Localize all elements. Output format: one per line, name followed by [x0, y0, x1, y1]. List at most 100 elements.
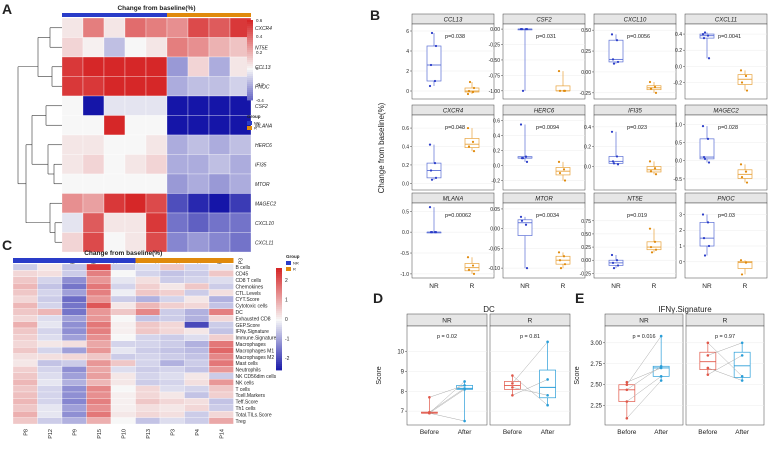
heatmap-a-cell — [208, 17, 231, 38]
heatmap-a-cell — [229, 193, 252, 214]
heatmap-a-scale-step — [247, 44, 253, 47]
heatmap-c-row-label: GEP.Score — [236, 323, 261, 329]
heatmap-c-cell — [135, 385, 161, 393]
heatmap-a-cell — [124, 37, 147, 58]
heatmap-c-scale-step — [276, 268, 282, 271]
data-point — [521, 157, 525, 160]
y-tick-label: 0.50 — [581, 232, 591, 238]
heatmap-a-group-bar — [209, 13, 230, 17]
after-point — [659, 366, 663, 370]
heatmap-c-cell — [86, 334, 112, 341]
p-value: p=0.0041 — [718, 34, 741, 40]
panel-label-b: B — [370, 7, 380, 23]
heatmap-c-cell — [12, 404, 38, 412]
heatmap-a-cell — [208, 154, 231, 175]
y-tick-label: 2 — [406, 69, 409, 75]
heatmap-c-cell — [12, 398, 38, 405]
heatmap-a-scale-step — [247, 78, 253, 81]
x-tick-label: NR — [429, 283, 439, 290]
data-point — [654, 248, 658, 251]
heatmap-c-legend-label: NR — [293, 261, 299, 266]
heatmap-a-cell — [103, 17, 126, 38]
heatmap-c-cell — [110, 347, 136, 354]
heatmap-a-cell — [145, 115, 168, 136]
heatmap-c-cell — [86, 391, 112, 399]
heatmap-c-scale-step — [276, 280, 282, 283]
heatmap-c-cell — [86, 283, 112, 290]
heatmap-c-row-label: Chemokines — [236, 284, 264, 290]
y-tick-label: 0.4 — [675, 32, 682, 38]
box-body — [539, 369, 556, 399]
x-tick-label: R — [743, 283, 748, 290]
heatmap-c-cell — [135, 276, 161, 284]
heatmap-c-cell — [110, 263, 136, 271]
data-point — [706, 137, 710, 140]
heatmap-c-cell — [159, 347, 185, 354]
heatmap-c-scale-step — [276, 312, 282, 316]
heatmap-a-cell — [61, 232, 84, 253]
data-point — [519, 215, 523, 218]
heatmap-a-cell — [145, 95, 168, 116]
data-point — [745, 181, 749, 184]
heatmap-a-cell — [229, 212, 252, 233]
heatmap-c-cell — [12, 391, 38, 399]
before-point — [706, 354, 710, 357]
heatmap-c-scale-step — [276, 337, 282, 340]
heatmap-c-cell — [159, 398, 185, 405]
facet-title: MAGEC2 — [713, 109, 739, 115]
heatmap-c-cell — [184, 302, 210, 309]
heatmap-c-cell — [208, 372, 234, 380]
heatmap-c-scale-step — [276, 351, 282, 355]
pair-line — [429, 385, 465, 398]
heatmap-c-col-label: P8 — [23, 429, 29, 436]
heatmap-c-cell — [208, 398, 234, 405]
heatmap-c-scale-step — [276, 367, 282, 371]
heatmap-a-scale-step — [247, 34, 253, 37]
heatmap-a-scale-tick: 0.2 — [256, 50, 263, 55]
panel-label-c: C — [2, 237, 12, 253]
p-value: p = 0.02 — [437, 334, 457, 340]
heatmap-c-cell — [135, 372, 161, 380]
before-point — [625, 388, 629, 392]
data-point — [649, 170, 653, 173]
facet-title: R — [723, 318, 728, 325]
data-point — [706, 34, 710, 37]
after-point — [463, 387, 466, 390]
heatmap-c-cell — [208, 302, 234, 309]
heatmap-c-cell — [12, 283, 38, 290]
heatmap-a-col-label: P3 — [239, 258, 245, 264]
heatmap-a-scale-step — [247, 36, 253, 39]
heatmap-a-cell — [229, 134, 252, 155]
heatmap-c-cell — [110, 340, 136, 348]
heatmap-c-cell — [135, 295, 161, 303]
data-point — [649, 87, 653, 90]
heatmap-a-cell — [124, 76, 147, 97]
heatmap-a-cell — [82, 193, 105, 214]
heatmap-c-cell — [61, 411, 87, 418]
data-point — [525, 27, 529, 31]
heatmap-c-cell — [86, 327, 112, 335]
heatmap-c-cell — [159, 295, 185, 303]
heatmap-c-cell — [86, 372, 112, 380]
heatmap-c-scale-step — [276, 302, 282, 306]
facet-panel — [684, 23, 768, 100]
heatmap-a-cell — [187, 56, 210, 77]
heatmap-c-row-label: Macrophages — [236, 342, 267, 348]
box-body — [555, 85, 571, 92]
heatmap-a-legend-swatch — [247, 121, 252, 125]
x-tick-label: NR — [611, 283, 621, 290]
heatmap-a-cell — [208, 193, 231, 214]
heatmap-a-scale-step — [247, 22, 253, 25]
data-point — [466, 256, 470, 259]
heatmap-c-cell — [61, 289, 87, 297]
heatmap-c-cell — [159, 417, 185, 425]
heatmap-c-scale-step — [276, 282, 282, 285]
heatmap-c-cell — [135, 327, 161, 335]
heatmap-a-scale-step — [247, 66, 253, 69]
heatmap-a-cell — [124, 134, 147, 155]
heatmap-c-legend-label: R — [293, 267, 296, 272]
heatmap-a-cell — [187, 76, 210, 97]
x-tick-label: After — [735, 429, 750, 436]
heatmap-c-cell — [184, 404, 210, 412]
